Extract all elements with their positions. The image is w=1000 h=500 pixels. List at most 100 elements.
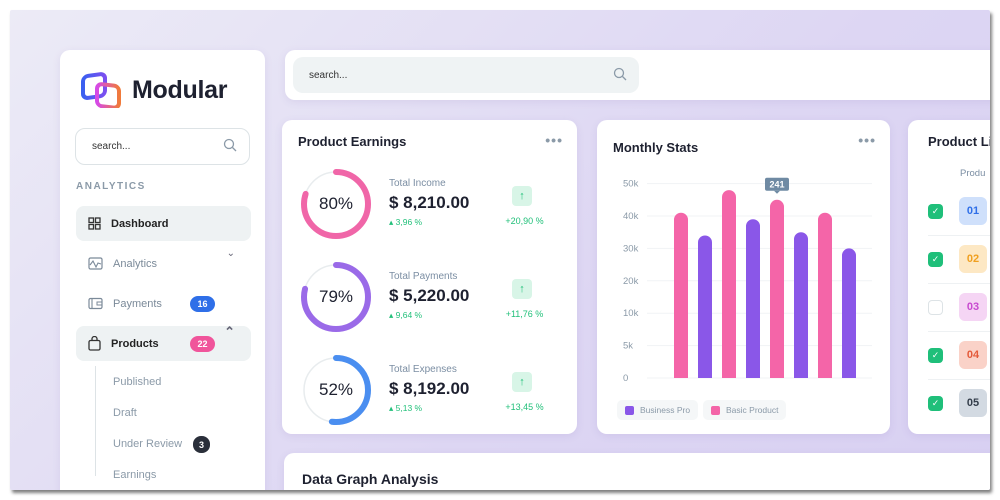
card-title: Product Li — [928, 134, 990, 149]
payments-count-badge: 16 — [190, 295, 215, 312]
row-checkbox[interactable]: ✓ — [928, 251, 943, 267]
product-id-badge: 03 — [959, 293, 987, 321]
trend-value: +11,76 % — [505, 309, 544, 319]
under-review-count-badge: 3 — [193, 436, 210, 453]
progress-ring — [301, 262, 371, 332]
sidebar-item-dashboard[interactable]: Dashboard — [76, 206, 251, 241]
metric-amount: $ 8,192.00 — [389, 379, 470, 398]
bar-tooltip — [765, 177, 789, 191]
bar-business-pro[interactable] — [842, 248, 856, 378]
data-graph-analysis-card: Data Graph Analysis — [284, 453, 990, 490]
row-checkbox[interactable]: ✓ — [928, 347, 943, 363]
arrow-up-icon: ↑ — [512, 372, 532, 392]
change-value: 5,13 % — [395, 403, 423, 413]
y-tick-label: 50k — [623, 179, 639, 190]
chevron-down-icon[interactable]: ⌄ — [226, 248, 235, 259]
submenu-item-published[interactable]: Published — [113, 376, 162, 388]
more-options-icon[interactable]: ••• — [545, 132, 563, 148]
products-count-badge: 22 — [190, 335, 215, 352]
metric-change: ▴ 5,13 % — [389, 403, 423, 413]
monthly-stats-card: Monthly Stats ••• 0 5k 10k 20k 30k 40k 50k 241 … — [597, 120, 890, 434]
global-search-input[interactable]: search... — [293, 57, 639, 93]
row-checkbox[interactable]: ✓ — [928, 203, 943, 219]
row-divider — [928, 331, 990, 332]
row-checkbox[interactable] — [928, 299, 943, 315]
bar-basic-product[interactable] — [770, 199, 784, 378]
bar-basic-product[interactable] — [674, 212, 688, 378]
chevron-up-icon[interactable]: ⌃ — [224, 324, 235, 339]
product-list-card: Product Li Produ ✓ 01 ✓ 02 03 ✓ 04 ✓ 05 — [908, 120, 990, 434]
submenu-item-under-review[interactable]: Under Review — [113, 438, 183, 450]
metric-label: Total Payments — [389, 271, 458, 282]
metric-amount: $ 5,220.00 — [389, 286, 470, 305]
sidebar-item-payments[interactable]: Payments 16 — [76, 286, 251, 321]
product-id-badge: 04 — [959, 341, 987, 369]
bar-business-pro[interactable] — [746, 219, 760, 378]
search-placeholder: search... — [92, 141, 131, 152]
row-checkbox[interactable]: ✓ — [928, 395, 943, 411]
product-row[interactable]: ✓ 01 — [928, 197, 987, 225]
product-id-badge: 02 — [959, 245, 987, 273]
submenu-item-draft[interactable]: Draft — [113, 407, 137, 419]
earnings-row: 52% Total Expenses $ 8,192.00 ▴ 5,13 % ↑… — [282, 354, 577, 444]
percent-label: 52% — [318, 380, 354, 399]
sidebar-item-label: Dashboard — [111, 217, 169, 230]
product-row[interactable]: ✓ 04 — [928, 341, 987, 369]
bar-business-pro[interactable] — [794, 232, 808, 378]
row-divider — [928, 283, 990, 284]
percent-label: 79% — [318, 287, 354, 306]
arrow-up-icon: ↑ — [512, 279, 532, 299]
earnings-row: 80% Total Income $ 8,210.00 ▴ 3,96 % ↑ +… — [282, 168, 577, 258]
metric-label: Total Expenses — [389, 364, 457, 375]
bar-basic-product[interactable] — [818, 212, 832, 378]
sidebar-item-label: Analytics — [113, 257, 158, 270]
metric-change: ▴ 9,64 % — [389, 310, 423, 320]
y-tick-label: 20k — [623, 276, 639, 287]
search-icon[interactable] — [223, 138, 237, 155]
tooltip-value: 241 — [769, 179, 784, 189]
trend-value: +20,90 % — [505, 216, 544, 226]
metric-amount: $ 8,210.00 — [389, 193, 470, 212]
y-tick-label: 5k — [623, 341, 633, 352]
brand-logo[interactable]: Modular — [80, 72, 227, 108]
legend-business-pro[interactable]: Business Pro — [617, 400, 699, 420]
sidebar-item-label: Payments — [113, 297, 162, 310]
sidebar-search-input[interactable]: search... — [75, 128, 250, 165]
card-title: Product Earnings — [298, 134, 407, 149]
top-bar: search... — [285, 50, 990, 100]
wallet-icon — [88, 297, 103, 310]
y-tick-label: 40k — [623, 211, 639, 222]
legend-swatch — [625, 405, 634, 415]
product-row[interactable]: ✓ 02 — [928, 245, 987, 273]
metric-change: ▴ 3,96 % — [389, 217, 423, 227]
search-icon[interactable] — [613, 67, 627, 84]
y-tick-label: 0 — [623, 373, 628, 384]
sidebar-item-products[interactable]: Products 22 ⌃ — [76, 324, 251, 361]
submenu-item-earnings[interactable]: Earnings — [113, 469, 157, 481]
bar-basic-product[interactable] — [722, 190, 736, 378]
card-title: Data Graph Analysis — [302, 471, 439, 487]
legend-swatch — [711, 405, 720, 415]
card-title: Monthly Stats — [613, 140, 699, 155]
product-id-badge: 05 — [959, 389, 987, 417]
modular-logo-icon — [81, 72, 121, 108]
tooltip-pointer — [774, 190, 780, 194]
product-row[interactable]: ✓ 05 — [928, 389, 987, 417]
legend-label: Business Pro — [640, 405, 691, 415]
product-row[interactable]: 03 — [928, 293, 987, 321]
sidebar: Modular search... ANALYTICS Dashboard An… — [60, 50, 265, 490]
bag-icon — [88, 336, 101, 351]
sidebar-item-analytics[interactable]: Analytics ⌄ — [76, 246, 251, 281]
change-value: 9,64 % — [395, 310, 423, 320]
row-divider — [928, 379, 990, 380]
metric-label: Total Income — [389, 178, 446, 189]
monthly-stats-bar-chart: 0 5k 10k 20k 30k 40k 50k 241 — [623, 177, 872, 384]
more-options-icon[interactable]: ••• — [858, 132, 876, 148]
column-header-product: Produ — [960, 168, 986, 179]
legend-basic-product[interactable]: Basic Product — [703, 400, 787, 420]
product-id-badge: 01 — [959, 197, 987, 225]
search-placeholder: search... — [309, 69, 348, 81]
app-window: Modular search... ANALYTICS Dashboard An… — [10, 10, 990, 490]
bar-business-pro[interactable] — [698, 235, 712, 378]
progress-ring — [301, 355, 371, 425]
